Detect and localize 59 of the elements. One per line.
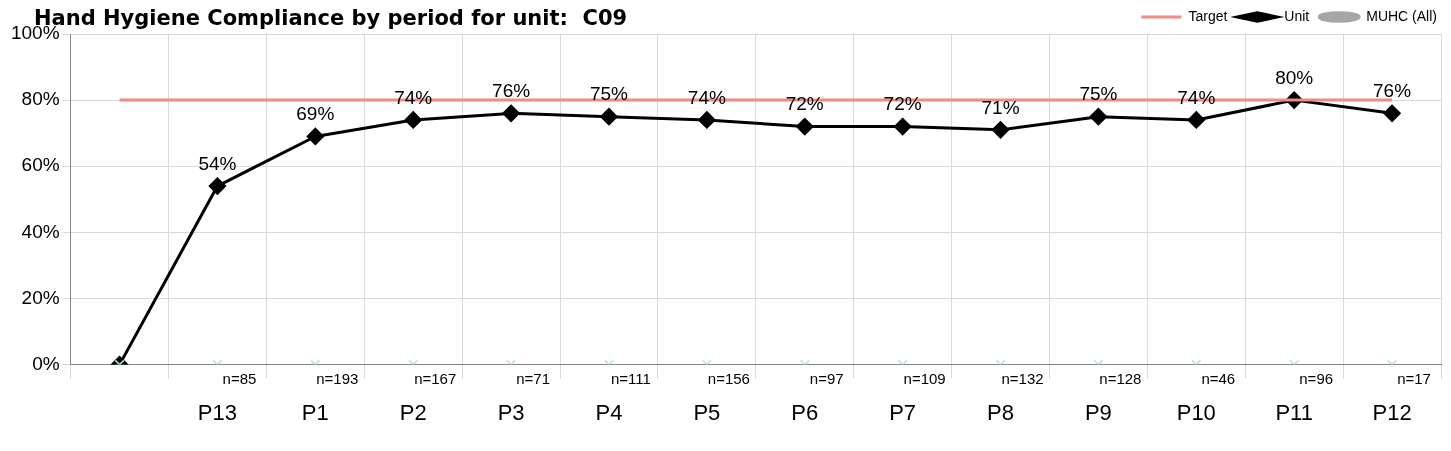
data-label: 54% [198,152,237,174]
annotation: n=167 [414,370,457,388]
data-label: 80% [1275,66,1314,88]
y-tick-label: 60% [21,154,60,176]
data-label: 74% [687,86,726,108]
annotation: n=97 [809,370,844,388]
y-tick-label: 20% [21,286,60,308]
annotation: n=71 [516,370,550,388]
x-tick-label: P12 [1372,399,1412,425]
point [1187,111,1205,129]
legend-label: MUHC (All) [1366,7,1437,24]
point [600,108,618,126]
x-tick-label: P3 [497,399,525,425]
point [698,111,716,129]
annotation: n=193 [316,370,359,388]
point [208,177,226,195]
point [992,121,1010,139]
data-label: 71% [981,96,1020,118]
x-tick-label: P4 [595,399,623,425]
y-tick-label: 40% [21,220,60,242]
data-label: 74% [1177,86,1216,108]
x-tick-label: P1 [301,399,329,425]
annotation: n=156 [707,370,750,388]
data-label: 72% [785,93,824,115]
data-label: 75% [1079,83,1118,105]
y-tick-label: 0% [32,352,60,374]
data-label: 69% [296,103,335,125]
annotation: n=111 [611,370,651,388]
annotation: n=96 [1299,370,1334,388]
annotation: n=109 [903,370,946,388]
x-tick-label: P9 [1084,399,1112,425]
point [306,127,324,145]
point [1089,108,1107,126]
legend-label: Target [1188,7,1228,24]
data-label: 74% [394,86,433,108]
point [1383,104,1401,122]
annotation: n=128 [1099,370,1142,388]
point [404,111,422,129]
x-tick-label: P6 [791,399,819,425]
annotation: n=46 [1201,370,1236,388]
x-tick-label: P10 [1176,399,1216,425]
data-label: 72% [883,93,922,115]
data-label: 76% [492,80,531,102]
annotation: n=132 [1001,370,1044,388]
x-tick-label: P5 [693,399,721,425]
annotation: n=85 [222,370,257,388]
y-tick-label: 80% [21,88,60,110]
x-tick-label: P2 [399,399,427,425]
point [502,104,520,122]
x-tick-label: P7 [889,399,917,425]
point [796,118,814,136]
legend-label: Unit [1284,7,1310,24]
x-tick-label: P13 [197,399,237,425]
x-tick-label: P8 [987,399,1014,425]
x-tick-label: P11 [1275,399,1313,425]
data-label: 75% [589,83,629,105]
annotation: n=17 [1397,370,1431,388]
point [894,118,912,136]
data-label: 76% [1373,80,1412,102]
